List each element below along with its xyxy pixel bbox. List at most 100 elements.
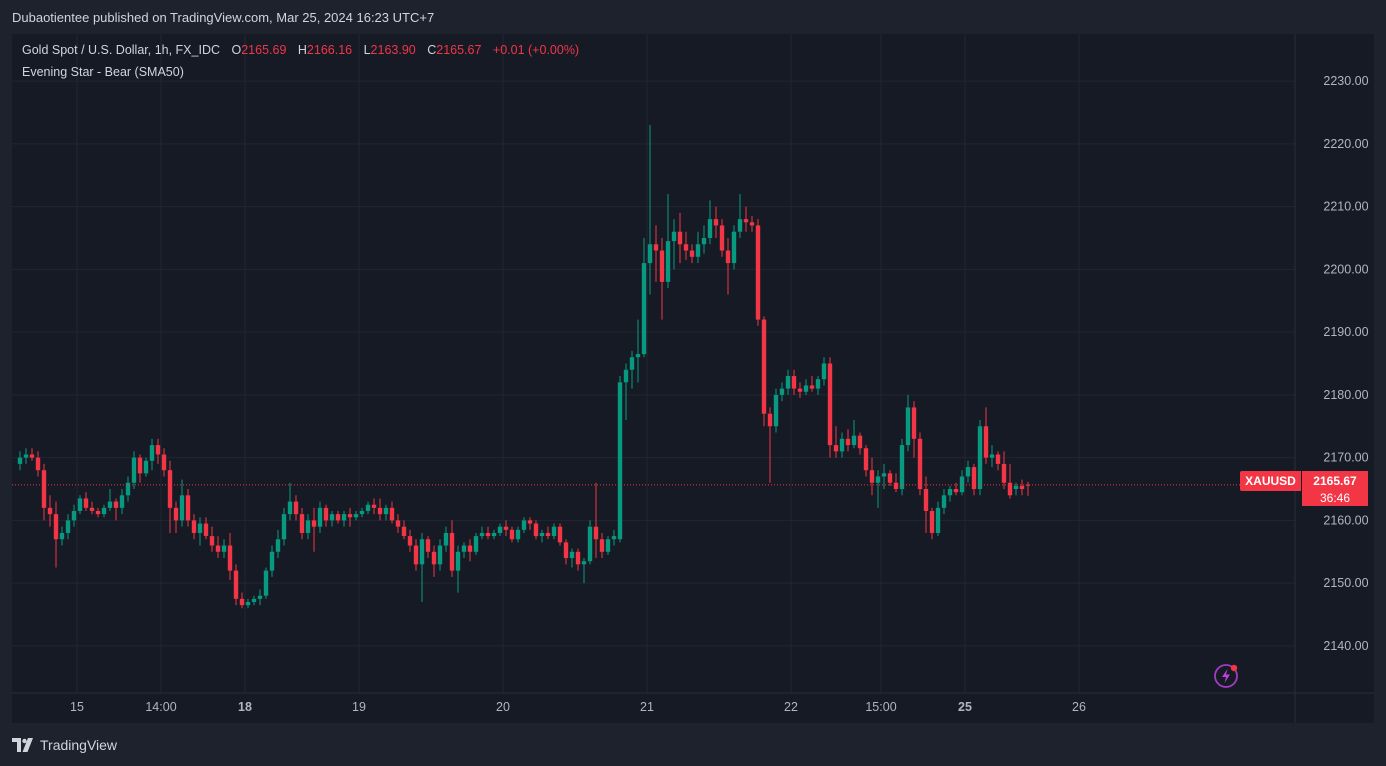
candle-body — [353, 514, 359, 518]
candle-body — [503, 526, 509, 530]
candle-body — [539, 532, 545, 537]
candle-body — [1025, 484, 1031, 486]
y-tick-label: 2190.00 — [1323, 325, 1368, 339]
candle-body — [245, 601, 251, 606]
x-tick-label: 19 — [352, 700, 366, 714]
candle-body — [749, 222, 755, 226]
candle-body — [707, 219, 713, 238]
candle-body — [671, 231, 677, 242]
candle-body — [431, 551, 437, 565]
legend-low-value: 2163.90 — [370, 43, 416, 57]
candle-body — [863, 448, 869, 471]
publisher-bar: Dubaotientee published on TradingView.co… — [0, 0, 1386, 34]
y-tick-label: 2140.00 — [1323, 639, 1368, 653]
candle-body — [149, 445, 155, 461]
candlestick-chart[interactable]: 2140.00 2150.00 2160.00 2170.00 2180.00 2190.… — [12, 34, 1374, 723]
publisher-line: Dubaotientee published on TradingView.co… — [12, 10, 435, 25]
candle-body — [311, 520, 317, 527]
candle-body — [617, 382, 623, 540]
candle-body — [191, 520, 197, 533]
candle-body — [317, 507, 323, 527]
candle-body — [77, 498, 83, 511]
candle-body — [827, 363, 833, 446]
candle-body — [269, 551, 275, 571]
candle-body — [107, 501, 113, 508]
candle-body — [911, 407, 917, 439]
candle-body — [263, 570, 269, 596]
candle-body — [251, 598, 257, 602]
candle-body — [281, 514, 287, 540]
candle-body — [359, 510, 365, 515]
chart-grid — [12, 34, 1295, 693]
candle-body — [17, 457, 23, 464]
candle-body — [947, 489, 953, 496]
candle-body — [389, 507, 395, 521]
y-tick-label: 2220.00 — [1323, 137, 1368, 151]
candle-body — [725, 250, 731, 264]
candle-body — [917, 438, 923, 490]
x-tick-label: 26 — [1072, 700, 1086, 714]
candle-body — [629, 357, 635, 370]
candle-body — [143, 460, 149, 474]
candle-body — [611, 536, 617, 540]
candle-body — [1001, 463, 1007, 483]
candle-body — [923, 489, 929, 511]
candle-body — [449, 532, 455, 571]
candle-body — [491, 532, 497, 537]
candle-body — [761, 319, 767, 414]
candle-body — [569, 551, 575, 559]
candle-body — [731, 231, 737, 264]
candle-body — [173, 507, 179, 521]
candle-body — [473, 536, 479, 552]
candle-body — [479, 532, 485, 537]
candle-body — [29, 454, 35, 458]
candle-body — [803, 385, 809, 392]
legend-open-value: 2165.69 — [241, 43, 287, 57]
candle-body — [203, 523, 209, 537]
candle-body — [227, 545, 233, 571]
lightning-bolt-icon[interactable] — [1212, 662, 1240, 690]
chart-panel[interactable]: 2140.00 2150.00 2160.00 2170.00 2180.00 2190.… — [12, 34, 1374, 723]
legend-high-value: 2166.16 — [306, 43, 353, 57]
candle-body — [509, 529, 515, 540]
candle-body — [779, 388, 785, 395]
candle-body — [905, 407, 911, 446]
candle-body — [695, 244, 701, 257]
y-tick-label: 2150.00 — [1323, 576, 1368, 590]
candle-body — [59, 532, 65, 540]
indicator-label[interactable]: Evening Star - Bear (SMA50) — [22, 65, 184, 79]
candle-body — [419, 539, 425, 565]
candle-body — [545, 532, 551, 537]
price-tag-countdown: 36:46 — [1302, 491, 1368, 506]
candle-body — [275, 539, 281, 552]
y-tick-label: 2160.00 — [1323, 513, 1368, 527]
candle-body — [371, 504, 377, 508]
candle-body — [221, 545, 227, 552]
y-tick-label: 2170.00 — [1323, 451, 1368, 465]
candle-body — [743, 219, 749, 223]
candle-body — [185, 495, 191, 521]
candle-body — [641, 263, 647, 355]
candle-body — [653, 244, 659, 251]
x-tick-label: 21 — [640, 700, 654, 714]
candle-body — [575, 551, 581, 565]
candle-body — [887, 473, 893, 483]
candle-body — [989, 454, 995, 458]
candle-body — [1007, 482, 1013, 496]
candle-body — [635, 354, 641, 358]
x-tick-label: 25 — [958, 700, 972, 714]
candle-body — [125, 482, 131, 496]
candle-body — [113, 501, 119, 508]
candle-body — [155, 445, 161, 455]
candle-body — [53, 514, 59, 540]
candle-body — [683, 244, 689, 251]
candle-body — [329, 514, 335, 521]
candle-body — [929, 510, 935, 533]
candle-body — [407, 536, 413, 546]
candle-body — [587, 526, 593, 562]
legend-change: +0.01 (+0.00%) — [492, 43, 580, 57]
x-tick-label: 15:00 — [865, 700, 896, 714]
legend-close-value: 2165.67 — [436, 43, 482, 57]
candle-body — [941, 495, 947, 508]
last-price-tag: XAUUSD 2165.67 36:46 — [1240, 471, 1368, 506]
